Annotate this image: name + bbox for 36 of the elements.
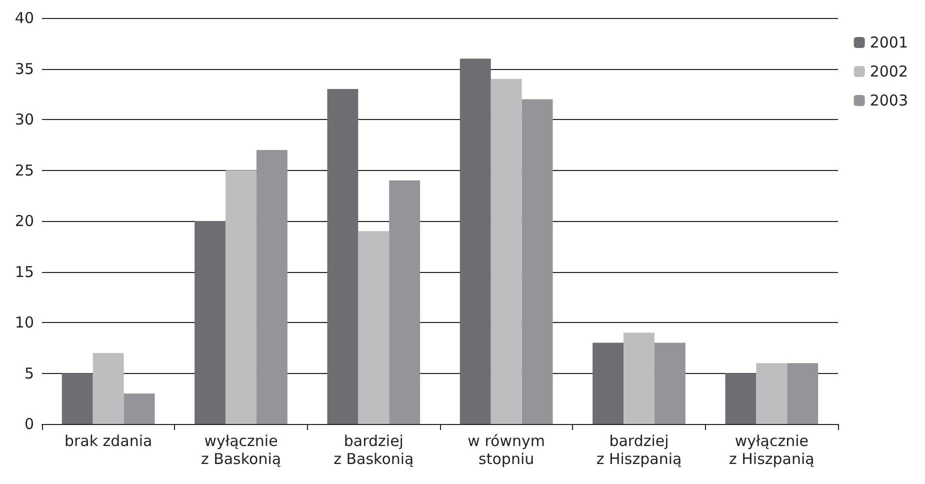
bar bbox=[787, 363, 818, 424]
x-tick-label: w równym stopniu bbox=[468, 432, 545, 468]
x-tick-label: bardziej z Baskonią bbox=[334, 432, 414, 468]
legend-label: 2003 bbox=[870, 92, 908, 110]
x-tick-label: wyłącznie z Hiszpanią bbox=[728, 432, 814, 468]
legend-label: 2002 bbox=[870, 62, 908, 80]
y-tick-label: 5 bbox=[24, 364, 34, 382]
bar bbox=[389, 180, 420, 424]
bar bbox=[358, 231, 390, 424]
bar bbox=[327, 89, 358, 424]
bar bbox=[756, 363, 788, 424]
y-tick-label: 30 bbox=[14, 110, 34, 128]
x-tick-label: wyłącznie z Baskonią bbox=[200, 432, 282, 468]
y-tick-label: 40 bbox=[14, 9, 34, 27]
y-tick-label: 25 bbox=[14, 161, 34, 180]
legend-label: 2001 bbox=[870, 34, 908, 52]
y-tick-label: 10 bbox=[14, 314, 34, 332]
y-tick-label: 15 bbox=[14, 262, 34, 281]
bar bbox=[194, 221, 226, 424]
x-tick-label: brak zdania bbox=[64, 432, 152, 450]
bar bbox=[460, 58, 491, 424]
bar bbox=[256, 150, 288, 424]
y-tick-label: 20 bbox=[14, 212, 34, 230]
bar bbox=[62, 373, 93, 424]
bar bbox=[490, 78, 522, 424]
bar bbox=[522, 99, 553, 424]
bar bbox=[624, 332, 654, 424]
bar bbox=[725, 373, 756, 424]
bar bbox=[92, 352, 124, 424]
y-tick-label: 0 bbox=[24, 415, 34, 433]
bar bbox=[592, 342, 624, 424]
bar bbox=[226, 170, 256, 424]
x-tick-label: bardziej z Hiszpanią bbox=[596, 432, 682, 468]
y-tick-label: 35 bbox=[14, 60, 34, 78]
bar bbox=[654, 342, 686, 424]
bar bbox=[124, 394, 155, 424]
